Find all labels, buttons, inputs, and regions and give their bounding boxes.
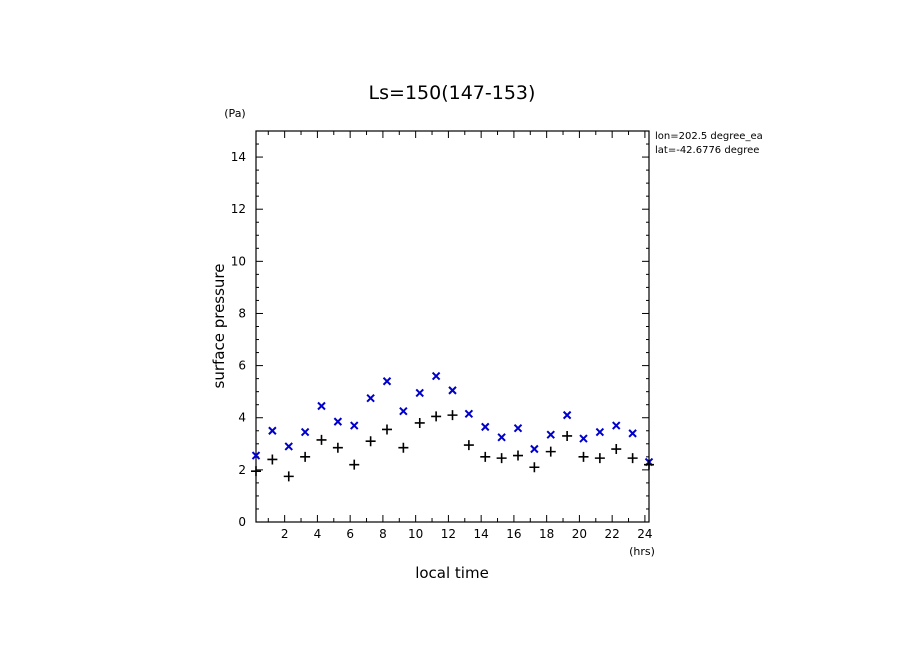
data-point-plus-marker bbox=[398, 442, 409, 453]
data-point-plus-marker bbox=[332, 442, 343, 453]
x-tick-label: 6 bbox=[346, 527, 354, 541]
x-tick-label: 2 bbox=[281, 527, 289, 541]
annotation-lat: lat=-42.6776 degree bbox=[655, 145, 759, 156]
marks-layer bbox=[251, 371, 654, 482]
y-tick-label: 4 bbox=[238, 411, 246, 425]
data-point-plus-marker bbox=[267, 454, 278, 465]
data-point-plus-marker bbox=[382, 424, 392, 435]
y-axis-label: surface pressure bbox=[210, 264, 228, 389]
data-point-x-marker bbox=[300, 427, 310, 437]
data-point-plus-marker bbox=[513, 450, 523, 461]
x-unit-label: (hrs) bbox=[629, 545, 655, 558]
y-tick-label: 2 bbox=[238, 463, 246, 477]
data-point-plus-marker bbox=[463, 440, 474, 451]
data-point-x-marker bbox=[382, 377, 392, 386]
data-point-x-marker bbox=[415, 388, 424, 398]
data-point-x-marker bbox=[513, 423, 523, 433]
data-point-plus-marker bbox=[644, 459, 654, 470]
data-point-plus-marker bbox=[480, 451, 491, 462]
data-point-x-marker bbox=[448, 386, 457, 395]
data-point-x-marker bbox=[317, 401, 326, 411]
data-point-plus-marker bbox=[251, 466, 261, 477]
data-point-x-marker bbox=[431, 371, 441, 381]
data-point-plus-marker bbox=[496, 453, 507, 464]
data-point-plus-marker bbox=[611, 444, 622, 455]
data-point-plus-marker bbox=[300, 451, 311, 462]
data-point-plus-marker bbox=[349, 459, 360, 470]
data-point-x-marker bbox=[546, 430, 555, 439]
x-tick-label: 14 bbox=[474, 527, 489, 541]
annotation-lon: lon=202.5 degree_ea bbox=[655, 131, 763, 142]
y-tick-label: 10 bbox=[231, 254, 246, 268]
data-point-x-marker bbox=[481, 422, 490, 432]
data-point-x-marker bbox=[497, 433, 506, 442]
data-point-x-marker bbox=[399, 407, 408, 416]
data-point-x-marker bbox=[251, 451, 261, 460]
data-point-plus-marker bbox=[545, 446, 556, 457]
data-point-plus-marker bbox=[316, 434, 327, 445]
y-tick-label: 0 bbox=[238, 515, 246, 529]
data-point-plus-marker bbox=[578, 451, 589, 462]
y-tick-label: 8 bbox=[238, 306, 246, 320]
data-point-x-marker bbox=[268, 426, 277, 435]
data-point-plus-marker bbox=[414, 417, 425, 428]
x-tick-label: 16 bbox=[506, 527, 521, 541]
y-tick-label: 6 bbox=[238, 359, 246, 373]
data-point-x-marker bbox=[464, 409, 474, 419]
data-point-plus-marker bbox=[627, 453, 638, 464]
x-tick-label: 24 bbox=[637, 527, 652, 541]
x-tick-label: 10 bbox=[408, 527, 423, 541]
data-point-plus-marker bbox=[365, 436, 376, 447]
data-point-x-marker bbox=[333, 417, 343, 426]
y-tick-label: 14 bbox=[231, 150, 246, 164]
data-point-x-marker bbox=[366, 393, 375, 403]
data-point-plus-marker bbox=[594, 453, 605, 464]
x-tick-label: 18 bbox=[539, 527, 554, 541]
x-tick-label: 4 bbox=[314, 527, 322, 541]
x-tick-label: 20 bbox=[572, 527, 587, 541]
data-point-x-marker bbox=[530, 444, 539, 454]
x-tick-label: 22 bbox=[605, 527, 620, 541]
x-axis-label: local time bbox=[415, 564, 489, 582]
data-point-plus-marker bbox=[562, 430, 573, 441]
data-point-plus-marker bbox=[529, 462, 540, 473]
chart-title: Ls=150(147-153) bbox=[369, 82, 536, 104]
data-point-x-marker bbox=[284, 442, 293, 451]
data-point-x-marker bbox=[562, 410, 572, 420]
plot-frame bbox=[255, 130, 650, 523]
y-unit-label: (Pa) bbox=[224, 107, 245, 120]
data-point-x-marker bbox=[350, 421, 359, 430]
data-point-plus-marker bbox=[431, 411, 442, 422]
x-tick-label: 8 bbox=[379, 527, 387, 541]
data-point-x-marker bbox=[595, 427, 605, 437]
data-point-plus-marker bbox=[283, 471, 294, 482]
data-point-x-marker bbox=[612, 421, 621, 430]
data-point-plus-marker bbox=[447, 410, 458, 421]
data-point-x-marker bbox=[579, 434, 588, 443]
y-tick-label: 12 bbox=[231, 202, 246, 216]
data-point-x-marker bbox=[628, 429, 637, 438]
x-tick-label: 12 bbox=[441, 527, 456, 541]
